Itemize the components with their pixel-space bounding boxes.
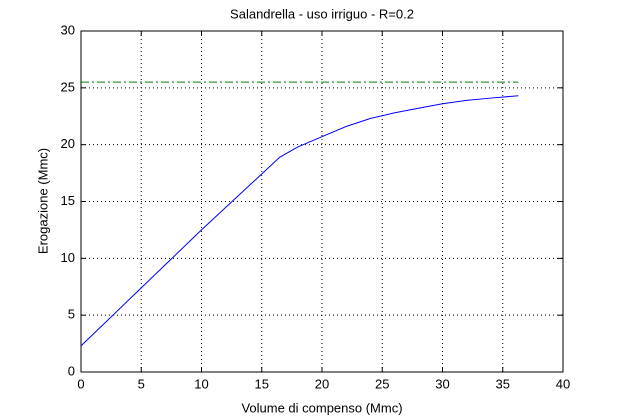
y-tick-label: 15 (61, 193, 75, 208)
y-tick-label: 20 (61, 136, 75, 151)
y-tick-label: 5 (68, 307, 75, 322)
x-tick-label: 10 (194, 376, 208, 391)
x-axis-label: Volume di compenso (Mmc) (241, 400, 402, 415)
chart-title: Salandrella - uso irriguo - R=0.2 (230, 6, 414, 21)
y-tick-label: 30 (61, 22, 75, 37)
y-tick-label: 10 (61, 250, 75, 265)
x-tick-label: 0 (77, 376, 84, 391)
plot-frame (80, 30, 564, 373)
x-tick-label: 5 (138, 376, 145, 391)
y-tick-label: 0 (68, 363, 75, 378)
y-axis-label: Erogazione (Mmc) (35, 148, 50, 254)
x-tick-label: 25 (375, 376, 389, 391)
x-tick-label: 30 (435, 376, 449, 391)
x-tick-label: 35 (496, 376, 510, 391)
x-tick-label: 20 (315, 376, 329, 391)
data-line (80, 95, 519, 347)
x-tick-label: 40 (556, 376, 570, 391)
x-tick-label: 15 (255, 376, 269, 391)
y-tick-label: 25 (61, 79, 75, 94)
